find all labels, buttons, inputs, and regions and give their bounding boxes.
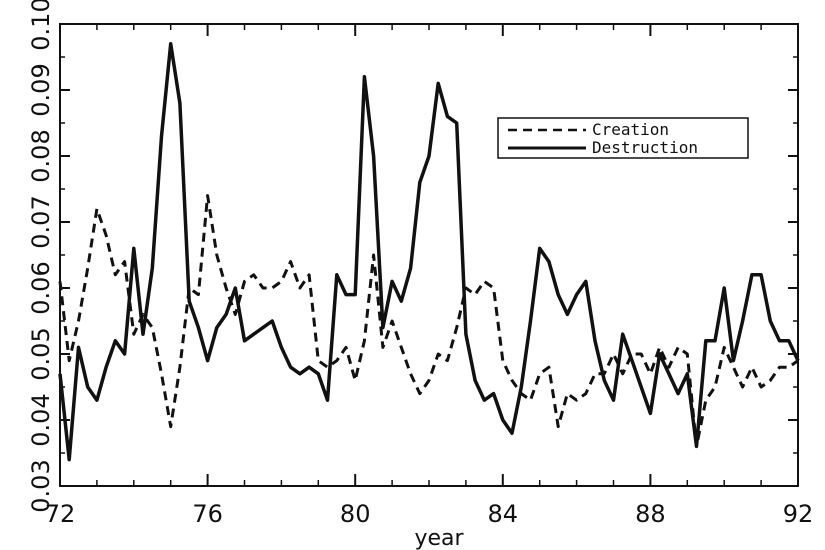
y-tick-label: 0.08 xyxy=(27,129,55,182)
series-line-destruction xyxy=(58,42,800,462)
legend-label-destruction: Destruction xyxy=(592,138,698,157)
legend-box xyxy=(497,117,749,159)
x-tick-label: 76 xyxy=(192,500,223,528)
y-tick-label: 0.10 xyxy=(27,0,55,51)
x-tick-label: 88 xyxy=(635,500,666,528)
y-tick-label: 0.04 xyxy=(27,393,55,446)
y-tick-label: 0.05 xyxy=(27,327,55,380)
y-tick-label: 0.06 xyxy=(27,261,55,314)
x-axis-title: year xyxy=(414,526,464,550)
x-tick-label: 92 xyxy=(783,500,814,528)
x-tick-label: 84 xyxy=(488,500,519,528)
plot-root: 0.03 0.04 0.05 0.06 0.07 0.08 0.09 0.10 72 76 80 84… xyxy=(27,0,813,550)
y-tick-label: 0.09 xyxy=(27,63,55,116)
legend-label-creation: Creation xyxy=(592,120,669,139)
y-tick-label: 0.07 xyxy=(27,195,55,248)
y-tick-label: 0.03 xyxy=(27,459,55,512)
x-tick-label: 80 xyxy=(340,500,371,528)
plot-frame xyxy=(59,23,799,487)
series-line-creation xyxy=(58,194,799,448)
x-tick-label: 72 xyxy=(45,500,76,528)
